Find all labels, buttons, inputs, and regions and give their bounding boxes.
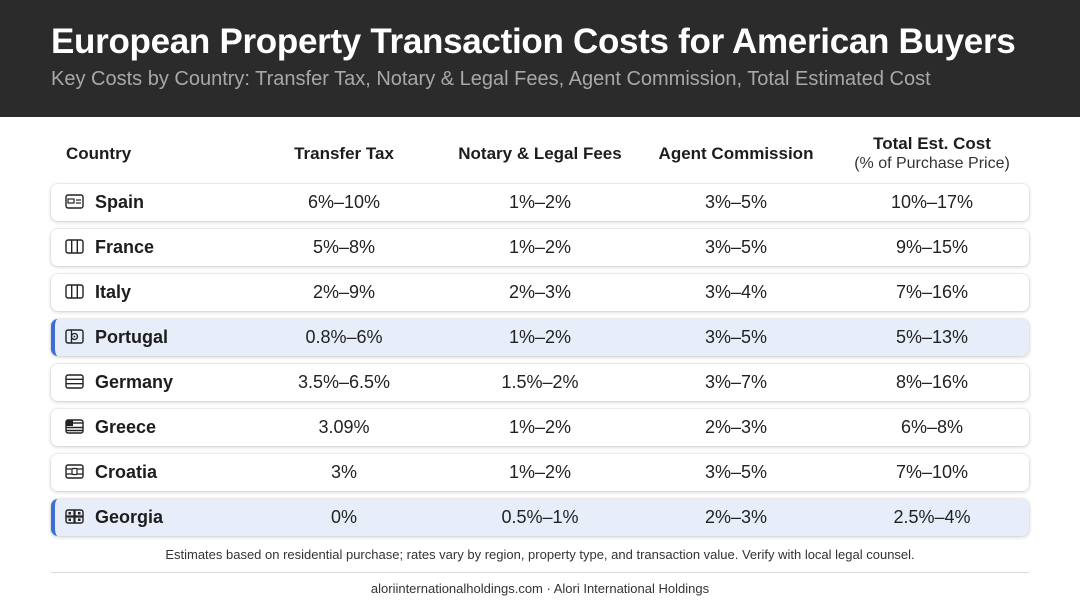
country-name: Greece: [95, 417, 157, 437]
country-name: Spain: [95, 192, 145, 212]
croatia-flag-icon: [65, 464, 84, 479]
column-header-label: Country: [66, 144, 132, 163]
country-name: Portugal: [95, 327, 169, 347]
column-header-sublabel: (% of Purchase Price): [854, 155, 1010, 172]
table-cell: 3.5%–6.5%: [297, 372, 391, 392]
table-row-greece: Greece 3.09% 1%–2% 2%–3% 6%–8%: [51, 409, 1029, 446]
greece-flag-icon: [65, 419, 84, 434]
table-cell: 2%–3%: [704, 417, 768, 437]
page-title: European Property Transaction Costs for …: [51, 22, 1016, 61]
table-cell: 10%–17%: [890, 192, 974, 212]
table-cell: 6%–10%: [307, 192, 381, 212]
table-row-georgia: Georgia 0% 0.5%–1% 2%–3% 2.5%–4%: [51, 499, 1029, 536]
column-header-3: Agent Commission: [636, 144, 836, 164]
table-cell: 2%–3%: [704, 507, 768, 527]
country-name: France: [95, 237, 155, 257]
column-header-label: Agent Commission: [658, 144, 814, 163]
table-cell: 0.5%–1%: [501, 507, 579, 527]
column-header-2: Notary & Legal Fees: [440, 144, 640, 164]
footer-credit: aloriinternationalholdings.com · Alori I…: [370, 581, 710, 596]
table-cell: 3%–5%: [704, 237, 768, 257]
table-cell: 2%–9%: [312, 282, 376, 302]
table-row-italy: Italy 2%–9% 2%–3% 3%–4% 7%–16%: [51, 274, 1029, 311]
table-cell: 0%: [330, 507, 357, 527]
table-cell: 1%–2%: [508, 417, 572, 437]
georgia-flag-icon: [65, 509, 84, 524]
table-row-france: France 5%–8% 1%–2% 3%–5% 9%–15%: [51, 229, 1029, 266]
header-banner: European Property Transaction Costs for …: [0, 0, 1080, 117]
column-header-country: Country: [66, 144, 131, 164]
table-cell: 5%–13%: [895, 327, 969, 347]
table-cell: 1.5%–2%: [501, 372, 579, 392]
country-name: Georgia: [95, 507, 164, 527]
column-header-label: Notary & Legal Fees: [458, 144, 622, 163]
spain-flag-icon: [65, 194, 84, 209]
table-cell: 5%–8%: [312, 237, 376, 257]
page-subtitle: Key Costs by Country: Transfer Tax, Nota…: [51, 68, 931, 90]
italy-flag-icon: [65, 284, 84, 299]
table-cell: 1%–2%: [508, 462, 572, 482]
table-cell: 0.8%–6%: [305, 327, 383, 347]
table-row-spain: Spain 6%–10% 1%–2% 3%–5% 10%–17%: [51, 184, 1029, 221]
france-flag-icon: [65, 239, 84, 254]
table-cell: 2%–3%: [508, 282, 572, 302]
country-name: Germany: [95, 372, 174, 392]
country-name: Italy: [95, 282, 132, 302]
table-cell: 3%–5%: [704, 192, 768, 212]
table-cell: 2.5%–4%: [893, 507, 971, 527]
table-cell: 8%–16%: [895, 372, 969, 392]
table-cell: 7%–16%: [895, 282, 969, 302]
table-cell: 3%: [330, 462, 357, 482]
table-cell: 1%–2%: [508, 192, 572, 212]
column-header-4: Total Est. Cost (% of Purchase Price): [832, 134, 1032, 173]
portugal-flag-icon: [65, 329, 84, 344]
table-row-portugal: Portugal 0.8%–6% 1%–2% 3%–5% 5%–13%: [51, 319, 1029, 356]
column-header-label: Total Est. Cost: [873, 134, 991, 153]
germany-flag-icon: [65, 374, 84, 389]
table-cell: 3%–4%: [704, 282, 768, 302]
table-row-croatia: Croatia 3% 1%–2% 3%–5% 7%–10%: [51, 454, 1029, 491]
table-cell: 3%–5%: [704, 327, 768, 347]
table-cell: 3.09%: [318, 417, 370, 437]
footer-divider: [51, 572, 1029, 573]
country-name: Croatia: [95, 462, 158, 482]
table-cell: 9%–15%: [895, 237, 969, 257]
table-row-germany: Germany 3.5%–6.5% 1.5%–2% 3%–7% 8%–16%: [51, 364, 1029, 401]
table-cell: 6%–8%: [900, 417, 964, 437]
column-header-1: Transfer Tax: [244, 144, 444, 164]
table-cell: 7%–10%: [895, 462, 969, 482]
footnote: Estimates based on residential purchase;…: [165, 547, 915, 562]
column-header-label: Transfer Tax: [294, 144, 394, 163]
table-cell: 1%–2%: [508, 237, 572, 257]
table-cell: 3%–7%: [704, 372, 768, 392]
table-cell: 1%–2%: [508, 327, 572, 347]
table-cell: 3%–5%: [704, 462, 768, 482]
